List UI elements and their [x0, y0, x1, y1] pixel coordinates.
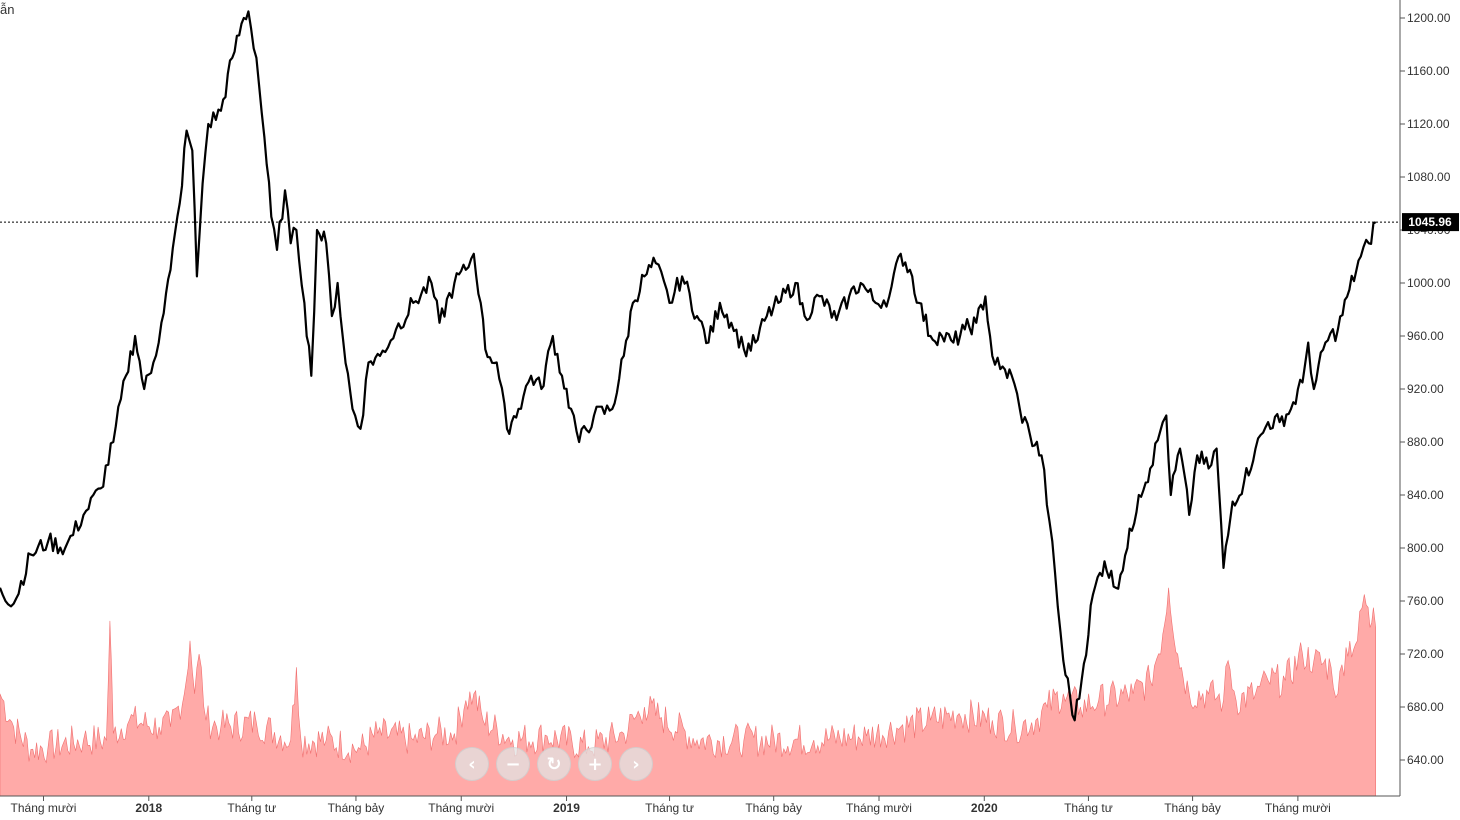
price-line [0, 10, 1377, 722]
y-tick-label: 800.00 [1407, 541, 1444, 555]
x-tick-label: 2019 [553, 801, 580, 815]
corner-label: ẫn [0, 2, 15, 17]
x-tick-label: Tháng mười [846, 801, 912, 815]
last-price-badge: 1045.96 [1402, 213, 1459, 232]
x-tick-label: Tháng bảy [745, 801, 802, 815]
y-tick-label: 1000.00 [1407, 276, 1451, 290]
volume-area [0, 587, 1376, 797]
x-tick-label: 2018 [135, 801, 162, 815]
y-tick-label: 1120.00 [1407, 117, 1450, 131]
x-tick-label: Tháng mười [1265, 801, 1331, 815]
x-axis: Tháng mười 2018 Tháng tư Tháng bảy Tháng mườ… [11, 796, 1331, 815]
y-tick-label: 680.00 [1407, 700, 1444, 714]
y-tick-label: 880.00 [1407, 435, 1444, 449]
reset-button[interactable]: ↻ [537, 747, 571, 781]
y-tick-label: 760.00 [1407, 594, 1444, 608]
y-axis: 1200.001160.001120.001080.001040.001000.… [1400, 11, 1451, 767]
zoom-in-button[interactable]: + [578, 747, 612, 781]
y-tick-label: 1080.00 [1407, 170, 1451, 184]
x-tick-label: 2020 [971, 801, 998, 815]
x-tick-label: Tháng tư [645, 801, 694, 815]
x-tick-label: Tháng bảy [328, 801, 385, 815]
last-price-label: 1045.96 [1408, 215, 1452, 229]
volume-area-series [0, 587, 1376, 797]
x-tick-label: Tháng bảy [1164, 801, 1221, 815]
y-tick-label: 720.00 [1407, 647, 1444, 661]
price-line-series [0, 10, 1377, 722]
x-tick-label: Tháng mười [11, 801, 77, 815]
scroll-left-button[interactable]: ‹ [455, 747, 489, 781]
chart-navigation: ‹ − ↻ + › [455, 747, 653, 781]
y-tick-label: 920.00 [1407, 382, 1444, 396]
y-tick-label: 1200.00 [1407, 11, 1451, 25]
y-tick-label: 840.00 [1407, 488, 1444, 502]
zoom-out-button[interactable]: − [496, 747, 530, 781]
x-tick-label: Tháng mười [428, 801, 494, 815]
y-tick-label: 1160.00 [1407, 64, 1450, 78]
y-tick-label: 960.00 [1407, 329, 1444, 343]
x-tick-label: Tháng tư [1064, 801, 1113, 815]
scroll-right-button[interactable]: › [619, 747, 653, 781]
x-tick-label: Tháng tư [227, 801, 276, 815]
y-tick-label: 640.00 [1407, 753, 1444, 767]
